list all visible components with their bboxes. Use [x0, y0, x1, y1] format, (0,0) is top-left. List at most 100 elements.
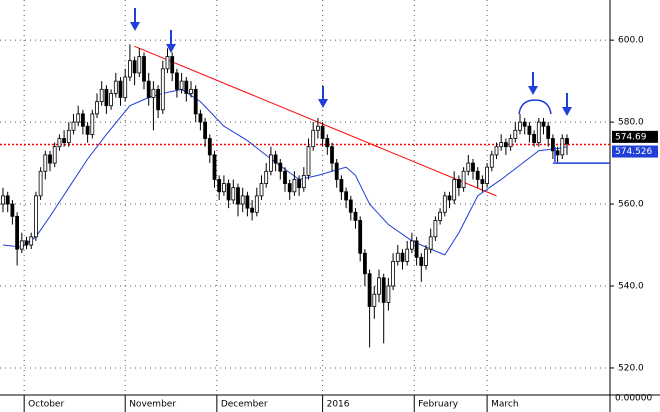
candle-body — [475, 170, 480, 180]
candle-body — [217, 179, 222, 193]
candle-body — [99, 88, 104, 103]
candle-body — [240, 195, 245, 205]
candle-body — [71, 121, 76, 131]
candle-body — [292, 179, 297, 193]
candle-body — [555, 150, 560, 156]
candle-body — [320, 125, 325, 139]
candle-body — [113, 80, 118, 94]
candle-body — [212, 154, 217, 180]
candle-body — [207, 138, 212, 156]
candle-body — [348, 199, 353, 213]
candle-body — [184, 80, 189, 94]
candle-body — [193, 88, 198, 115]
candle-body — [189, 88, 193, 94]
candle-body — [508, 138, 513, 148]
candle-body — [1, 195, 5, 205]
x-tick-label: March — [491, 400, 518, 410]
candle-body — [34, 195, 38, 238]
candle-body — [527, 125, 532, 135]
candle-body — [325, 138, 330, 148]
candle-body — [344, 191, 349, 201]
candle-body — [165, 56, 170, 70]
candle-body — [334, 162, 339, 180]
candle-body — [419, 256, 424, 266]
candle-body — [424, 248, 428, 266]
candle-body — [66, 129, 71, 143]
y-tick-label: 520.0 — [618, 363, 644, 373]
candle-body — [471, 162, 475, 172]
candle-body — [132, 60, 137, 74]
candle-body — [405, 248, 410, 262]
candle-body — [409, 240, 414, 250]
price-label: 574.69 — [615, 132, 647, 142]
y-tick-label: 580.0 — [618, 118, 644, 128]
candle-body — [29, 236, 34, 246]
candle-body — [24, 240, 29, 246]
candle-body — [489, 154, 494, 168]
candle-body — [146, 80, 151, 98]
candle-body — [363, 252, 367, 275]
y-tick-label: 560.0 — [618, 200, 644, 210]
candle-body — [306, 146, 311, 176]
x-tick-label: 2016 — [327, 400, 350, 410]
candle-body — [316, 125, 320, 131]
candle-body — [560, 138, 565, 156]
candle-body — [532, 133, 536, 143]
candle-body — [522, 121, 527, 127]
candle-body — [264, 170, 269, 184]
candle-body — [95, 101, 99, 115]
candle-body — [480, 179, 485, 184]
candle-body — [428, 236, 433, 250]
candle-body — [358, 220, 363, 254]
candle-body — [433, 220, 438, 238]
candle-body — [85, 125, 90, 135]
candle-body — [118, 80, 123, 98]
y-tick-label: 600.0 — [618, 36, 644, 46]
candle-body — [179, 80, 184, 90]
candle-body — [339, 179, 344, 193]
annotation-arrows — [130, 8, 572, 116]
candle-body — [38, 170, 43, 197]
x-tick-label: February — [418, 400, 459, 410]
candle-body — [513, 129, 518, 139]
candle-body — [466, 162, 471, 172]
candle-body — [170, 56, 175, 74]
candle-body — [156, 88, 161, 111]
candle-body — [565, 138, 569, 145]
candle-body — [541, 121, 546, 127]
candle-body — [57, 138, 62, 148]
candle-body — [447, 195, 452, 201]
y-tick-label: 540.0 — [618, 282, 644, 292]
candle-body — [386, 285, 391, 303]
candle-body — [109, 93, 114, 107]
candle-body — [283, 170, 287, 184]
candle-body — [236, 187, 240, 205]
candle-body — [203, 121, 208, 139]
candle-body — [536, 121, 541, 143]
candle-body — [377, 277, 381, 295]
candle-body — [15, 215, 20, 250]
candle-body — [151, 88, 156, 98]
candle-body — [414, 240, 419, 258]
candle-body — [175, 72, 179, 90]
candle-body — [372, 293, 377, 307]
candle-body — [128, 60, 132, 78]
price-label: 574.526 — [615, 147, 652, 157]
candle-body — [438, 211, 442, 221]
candle-body — [90, 113, 95, 135]
candle-body — [62, 138, 67, 143]
candle-body — [297, 179, 302, 189]
candle-body — [287, 183, 292, 193]
price-label-box — [612, 145, 658, 158]
candle-body — [137, 56, 142, 74]
candle-body — [311, 129, 316, 148]
candle-body — [400, 252, 405, 262]
candle-body — [550, 138, 555, 152]
candle-body — [269, 154, 273, 172]
candle-body — [142, 56, 146, 82]
candle-body — [250, 207, 255, 213]
candle-body — [461, 170, 466, 189]
candle-body — [456, 179, 461, 189]
